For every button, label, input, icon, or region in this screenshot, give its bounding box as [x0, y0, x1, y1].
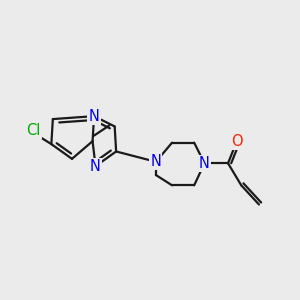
Text: N: N: [88, 109, 100, 124]
Text: O: O: [231, 134, 243, 149]
Text: N: N: [151, 154, 161, 169]
Text: Cl: Cl: [26, 123, 41, 138]
Text: N: N: [90, 159, 101, 174]
Text: N: N: [199, 156, 210, 171]
